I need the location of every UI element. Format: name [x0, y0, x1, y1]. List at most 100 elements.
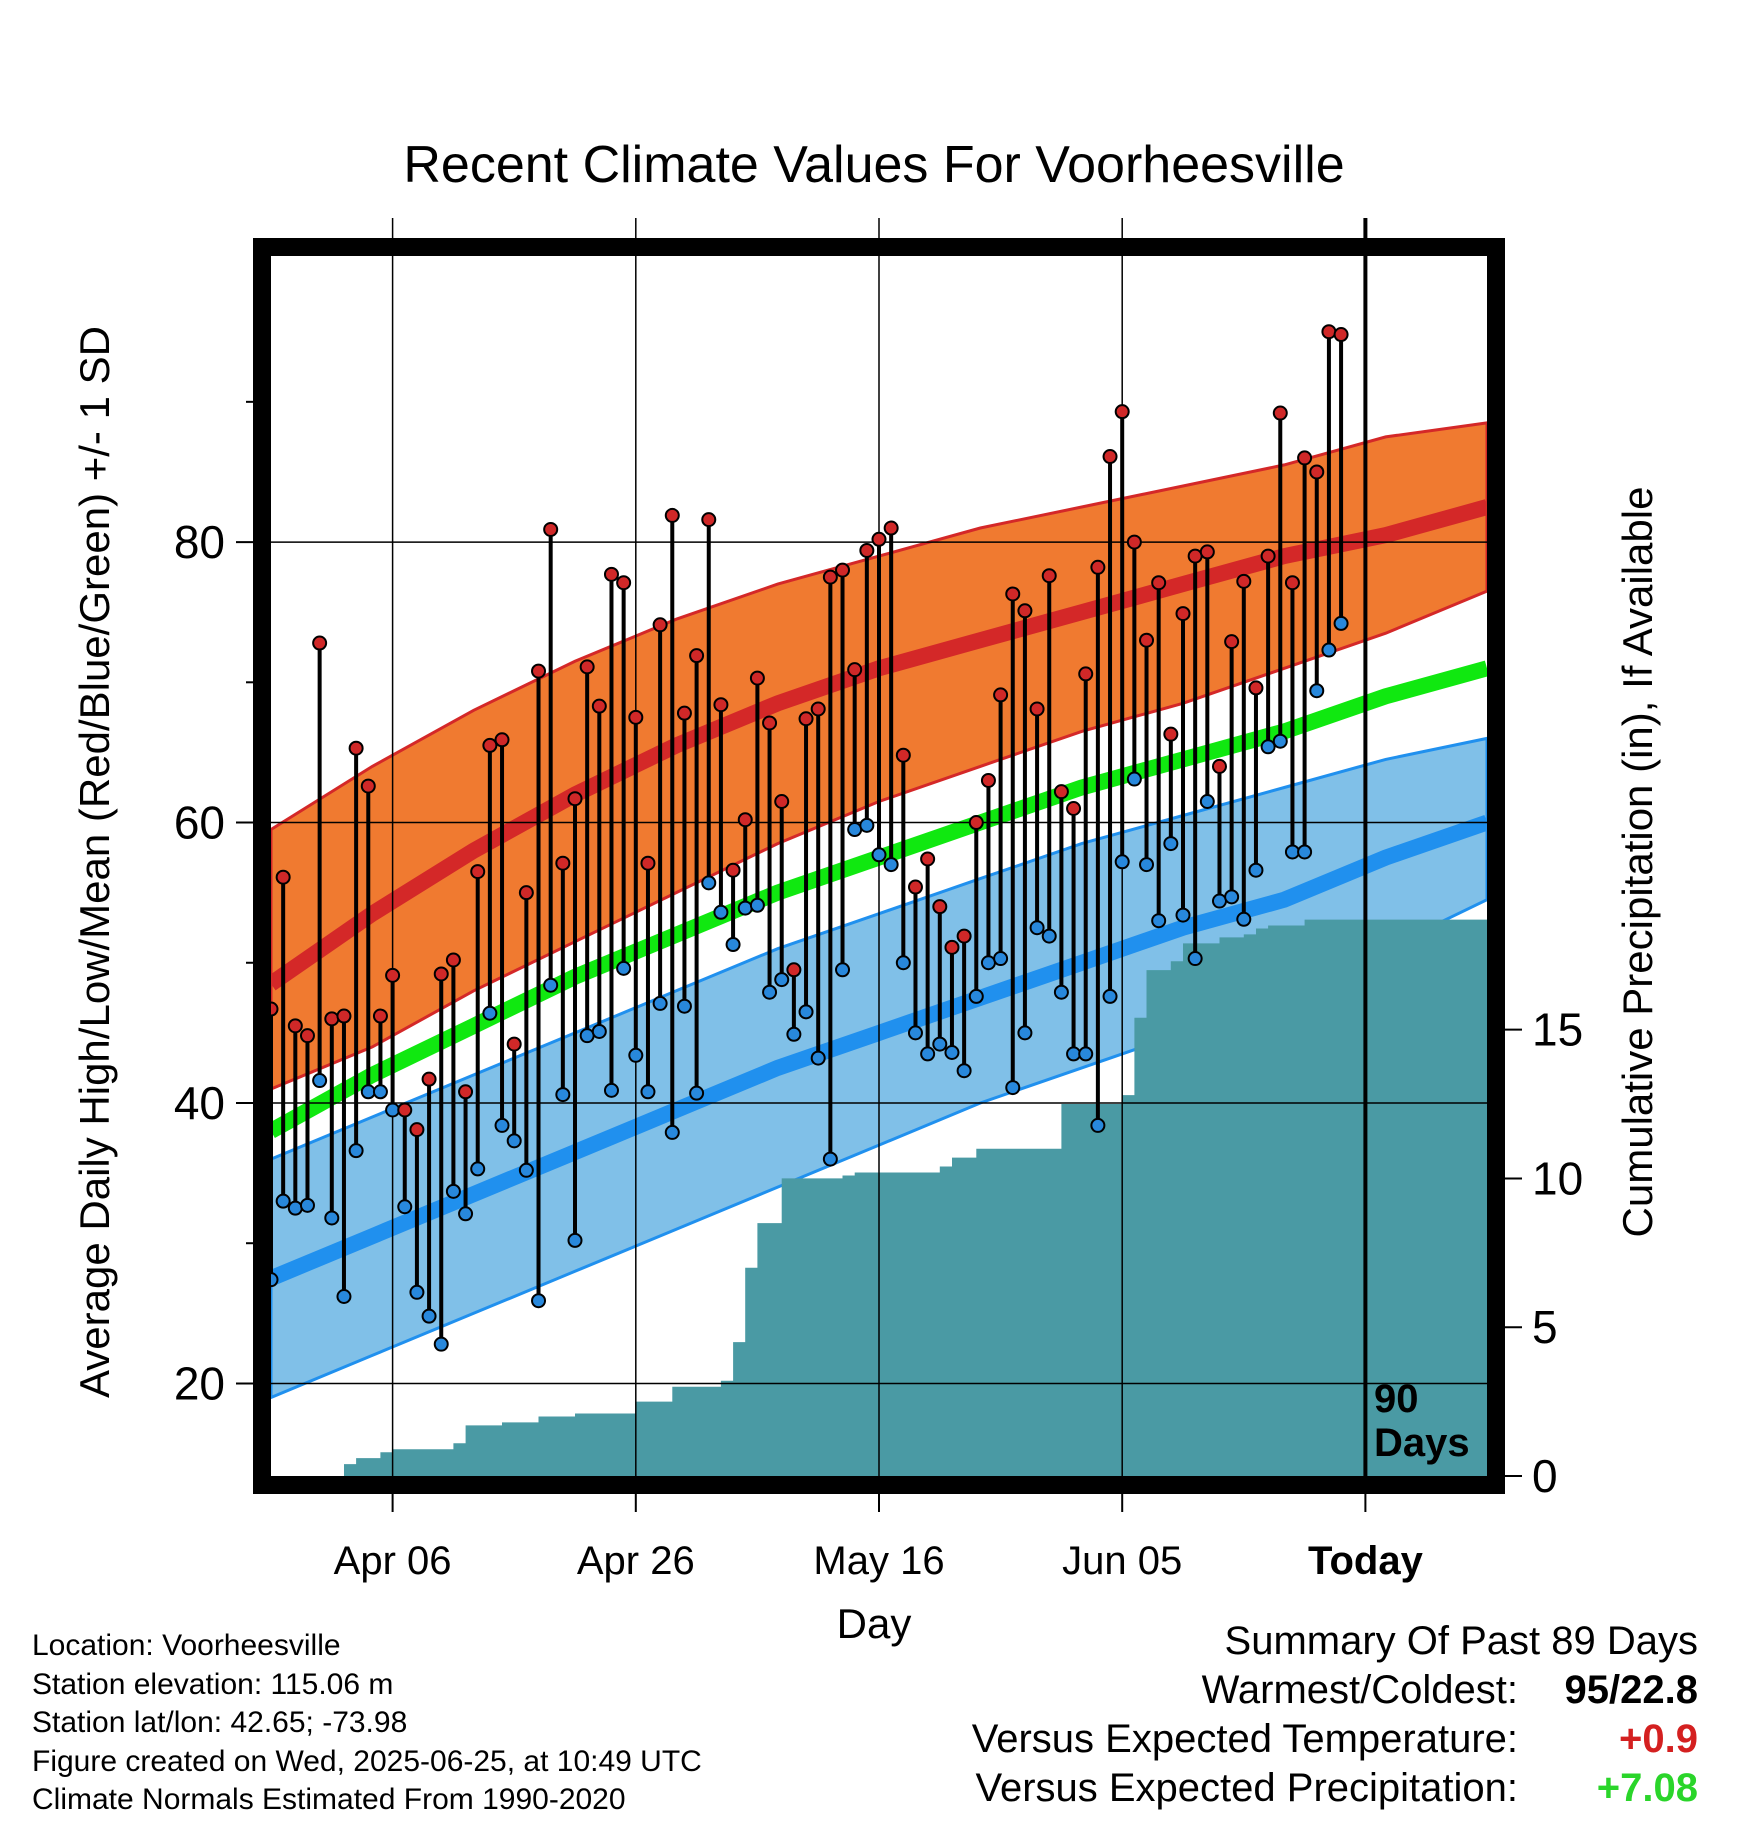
daily-high-point	[883, 520, 899, 536]
daily-low-point	[1297, 844, 1313, 860]
x-tick-label: Today	[1308, 1539, 1424, 1583]
daily-high-point	[324, 1011, 340, 1027]
daily-low-point	[421, 1308, 437, 1324]
daily-low-point	[725, 937, 741, 953]
daily-high-point	[409, 1122, 425, 1138]
daily-low-point	[603, 1082, 619, 1098]
daily-high-point	[445, 952, 461, 968]
daily-high-point	[1029, 701, 1045, 717]
daily-high-point	[360, 778, 376, 794]
daily-high-point	[421, 1071, 437, 1087]
daily-low-point	[628, 1047, 644, 1063]
daily-low-point	[786, 1026, 802, 1042]
right-axis-label: Cumulative Precipitation (in), If Availa…	[1614, 486, 1661, 1238]
daily-low-point	[907, 1025, 923, 1041]
summary-temp-value: +0.9	[1619, 1717, 1698, 1761]
daily-low-point	[1029, 920, 1045, 936]
daily-high-point	[616, 575, 632, 591]
daily-low-point	[1066, 1046, 1082, 1062]
daily-high-point	[810, 701, 826, 717]
daily-high-point	[494, 732, 510, 748]
daily-high-point	[336, 1008, 352, 1024]
daily-high-point	[1053, 784, 1069, 800]
daily-low-point	[859, 817, 875, 833]
daily-high-point	[762, 715, 778, 731]
daily-low-point	[1272, 733, 1288, 749]
y-left-tick-label: 20	[174, 1357, 225, 1409]
daily-low-point	[445, 1183, 461, 1199]
y-right-tick-label: 0	[1532, 1450, 1558, 1502]
daily-low-point	[1151, 913, 1167, 929]
daily-low-point	[1041, 928, 1057, 944]
summary-precip-row: Versus Expected Precipitation: +7.08	[972, 1764, 1698, 1813]
daily-high-point	[1333, 327, 1349, 343]
daily-high-point	[567, 791, 583, 807]
daily-low-point	[676, 998, 692, 1014]
daily-low-point	[360, 1084, 376, 1100]
summary-warmest-label: Warmest/Coldest:	[1201, 1668, 1518, 1712]
daily-low-point	[299, 1197, 315, 1213]
daily-low-point	[543, 977, 559, 993]
daily-high-point	[993, 687, 1009, 703]
daily-low-point	[835, 962, 851, 978]
daily-high-point	[907, 879, 923, 895]
daily-high-point	[676, 705, 692, 721]
daily-high-point	[531, 663, 547, 679]
daily-low-point	[372, 1084, 388, 1100]
daily-low-point	[458, 1206, 474, 1222]
daily-low-point	[1199, 793, 1215, 809]
daily-high-point	[591, 698, 607, 714]
summary-temp-label: Versus Expected Temperature:	[971, 1717, 1518, 1761]
daily-low-point	[993, 951, 1009, 967]
daily-low-point	[956, 1063, 972, 1079]
daily-high-point	[640, 855, 656, 871]
daily-low-point	[348, 1143, 364, 1159]
daily-high-point	[518, 885, 534, 901]
daily-high-point	[628, 709, 644, 725]
daily-low-point	[847, 822, 863, 838]
daily-low-point	[482, 1005, 498, 1021]
daily-high-point	[932, 899, 948, 915]
daily-low-point	[336, 1289, 352, 1305]
daily-low-point	[312, 1073, 328, 1089]
daily-high-point	[555, 855, 571, 871]
daily-high-point	[701, 512, 717, 528]
daily-high-point	[1017, 603, 1033, 619]
daily-low-point	[287, 1200, 303, 1216]
daily-low-point	[1053, 984, 1069, 1000]
daily-high-point	[944, 939, 960, 955]
daily-high-point	[737, 812, 753, 828]
daily-high-point	[956, 928, 972, 944]
daily-low-point	[883, 857, 899, 873]
daily-high-point	[579, 659, 595, 675]
daily-low-point	[494, 1117, 510, 1133]
daily-low-point	[944, 1045, 960, 1061]
daily-low-point	[1211, 893, 1227, 909]
daily-high-point	[312, 635, 328, 651]
daily-high-point	[287, 1018, 303, 1034]
station-info: Location: Voorheesville Station elevatio…	[32, 1627, 702, 1820]
daily-low-point	[1114, 854, 1130, 870]
summary-heading: Summary Of Past 89 Days	[1224, 1619, 1698, 1663]
daily-low-point	[531, 1293, 547, 1309]
daily-high-point	[1211, 758, 1227, 774]
daily-low-point	[1187, 951, 1203, 967]
daily-high-point	[1199, 544, 1215, 560]
daily-high-point	[786, 962, 802, 978]
x-axis-label: Day	[836, 1600, 912, 1647]
daily-high-point	[1151, 575, 1167, 591]
daily-low-point	[1260, 739, 1276, 755]
daily-low-point	[1126, 771, 1142, 787]
x-tick-label: Jun 05	[1062, 1539, 1182, 1583]
daily-high-point	[725, 862, 741, 878]
daily-low-point	[664, 1124, 680, 1140]
summary-temp-row: Versus Expected Temperature: +0.9	[972, 1715, 1698, 1764]
daily-high-point	[1078, 666, 1094, 682]
daily-high-point	[1272, 405, 1288, 421]
x-tick-label: Apr 06	[334, 1539, 452, 1583]
daily-high-point	[470, 864, 486, 880]
left-axis-label: Average Daily High/Low/Mean (Red/Blue/Gr…	[71, 326, 118, 1398]
daily-low-point	[1078, 1046, 1094, 1062]
daily-low-point	[968, 988, 984, 1004]
y-left-tick-label: 60	[174, 797, 225, 849]
